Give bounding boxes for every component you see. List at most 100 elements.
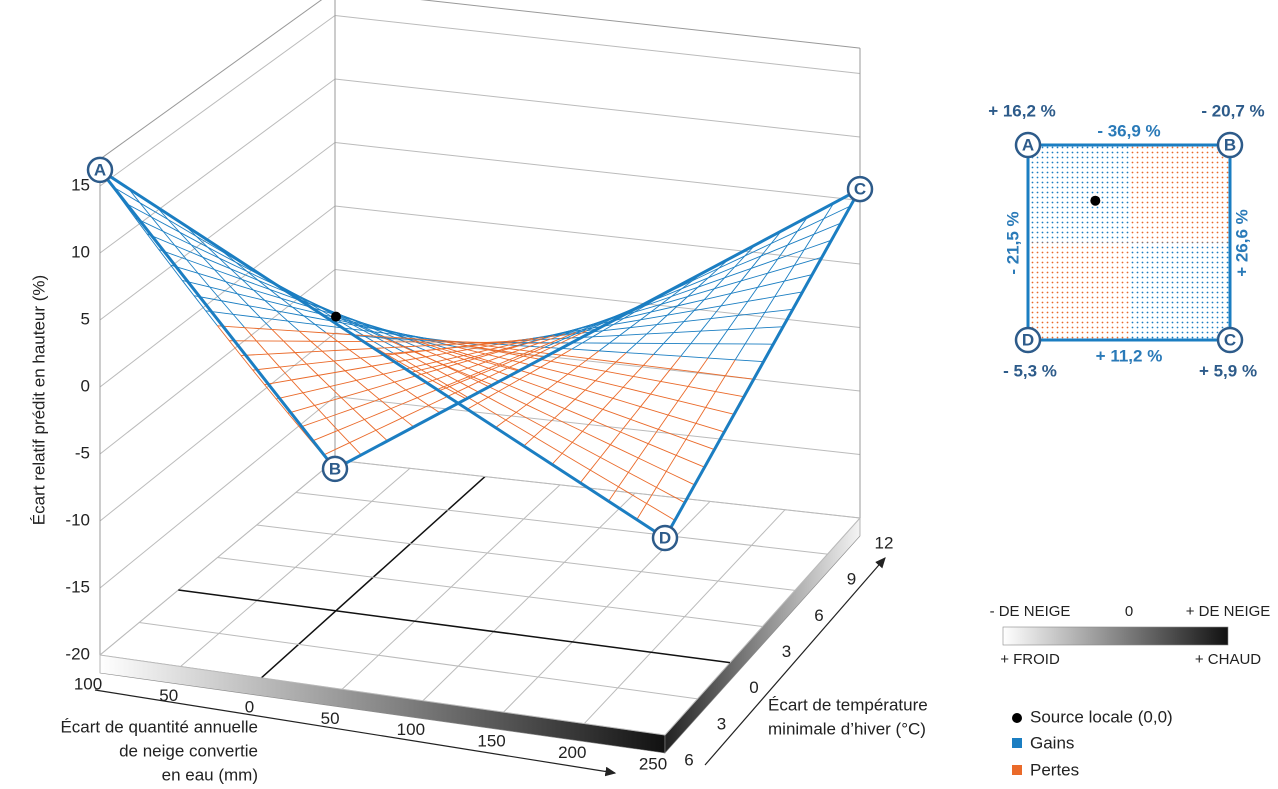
surface-mesh bbox=[730, 280, 742, 294]
surface-mesh bbox=[687, 288, 715, 297]
surface-mesh bbox=[367, 381, 395, 391]
surface-mesh bbox=[375, 336, 387, 339]
surface-mesh bbox=[657, 414, 669, 430]
surface-mesh bbox=[428, 392, 456, 406]
surface-mesh bbox=[592, 330, 604, 338]
surface-mesh bbox=[209, 286, 238, 295]
surface-mesh bbox=[302, 297, 315, 305]
surface-mesh bbox=[705, 406, 734, 415]
x-tick-label: 150 bbox=[477, 732, 505, 751]
surface-mesh bbox=[447, 358, 475, 367]
edge-value-label: - 21,5 % bbox=[1003, 211, 1022, 274]
surface-mesh bbox=[549, 331, 577, 344]
surface-mesh bbox=[501, 342, 528, 352]
wall-edge bbox=[99, 0, 323, 160]
surface-mesh bbox=[481, 368, 492, 375]
surface-mesh bbox=[677, 386, 689, 401]
surface-mesh bbox=[650, 305, 678, 313]
y-tick-label: 12 bbox=[875, 533, 894, 552]
surface-mesh bbox=[291, 291, 304, 299]
surface-mesh bbox=[302, 386, 330, 394]
surface-mesh bbox=[544, 342, 556, 348]
surface-mesh bbox=[479, 344, 507, 349]
surface-mesh bbox=[170, 264, 183, 281]
x-tick-label: 250 bbox=[639, 754, 667, 773]
grid-line bbox=[99, 142, 336, 321]
surface-mesh bbox=[588, 350, 600, 359]
surface-mesh bbox=[564, 399, 576, 410]
surface-mesh bbox=[557, 373, 569, 383]
surface-mesh bbox=[714, 280, 742, 290]
surface-mesh bbox=[554, 408, 566, 419]
surface-mesh bbox=[213, 269, 227, 283]
surface-mesh bbox=[375, 429, 388, 442]
surface-mesh bbox=[538, 333, 566, 344]
surface-mesh bbox=[515, 404, 527, 413]
grid-line bbox=[139, 622, 698, 700]
surface-mesh bbox=[260, 317, 288, 322]
surface-mesh bbox=[646, 487, 657, 504]
x-axis-label: en eau (mm) bbox=[162, 765, 258, 784]
surface-mesh bbox=[687, 286, 699, 297]
surface-mesh bbox=[369, 330, 382, 337]
surface-mesh bbox=[670, 368, 699, 373]
grid-line bbox=[334, 15, 861, 74]
surface-mesh bbox=[695, 407, 707, 424]
surface-mesh bbox=[592, 334, 620, 338]
edge-value-label: - 36,9 % bbox=[1097, 121, 1160, 140]
surface-mesh bbox=[237, 293, 250, 307]
x-axis-label: Écart de quantité annuelle bbox=[60, 717, 258, 736]
surface-mesh bbox=[162, 231, 176, 246]
surface-mesh bbox=[673, 321, 685, 333]
surface-mesh bbox=[387, 354, 399, 362]
surface-mesh bbox=[340, 397, 354, 409]
surface-mesh bbox=[417, 386, 444, 399]
surface-mesh bbox=[710, 305, 722, 319]
surface-mesh bbox=[508, 378, 520, 386]
corner-value-label: + 16,2 % bbox=[988, 101, 1056, 120]
surface-mesh bbox=[477, 396, 489, 404]
surface-mesh bbox=[619, 333, 647, 336]
surface-mesh bbox=[449, 381, 461, 387]
surface-mesh bbox=[260, 317, 273, 330]
corner-marker bbox=[846, 175, 874, 203]
surface-mesh bbox=[225, 281, 254, 291]
surface-mesh bbox=[474, 358, 486, 363]
surface-mesh bbox=[139, 202, 169, 220]
inset-corner-marker bbox=[1216, 326, 1244, 354]
surface-mesh bbox=[638, 457, 667, 472]
surface-mesh bbox=[258, 280, 271, 290]
surface-mesh bbox=[519, 378, 548, 390]
surface-mesh bbox=[637, 443, 649, 459]
surface-mesh bbox=[291, 379, 304, 394]
surface-mesh bbox=[507, 355, 535, 369]
surface-mesh bbox=[502, 364, 531, 374]
surface-mesh bbox=[603, 327, 631, 332]
z-tick-label: -5 bbox=[75, 443, 90, 462]
surface-mesh bbox=[647, 429, 659, 444]
surface-mesh bbox=[287, 320, 300, 332]
surface-mesh bbox=[408, 338, 420, 341]
surface-mesh bbox=[375, 417, 403, 431]
surface-mesh bbox=[276, 310, 304, 317]
surface-mesh bbox=[436, 355, 464, 363]
surface-mesh bbox=[665, 455, 677, 472]
surface-mesh bbox=[777, 244, 788, 260]
surface-mesh bbox=[294, 352, 307, 365]
surface-mesh bbox=[735, 359, 763, 363]
surface-mesh bbox=[740, 268, 752, 282]
surface-mesh bbox=[640, 393, 651, 407]
surface-mesh bbox=[646, 503, 675, 521]
surface-mesh bbox=[683, 318, 711, 323]
surface-mesh bbox=[364, 408, 392, 420]
surface-mesh bbox=[414, 348, 442, 353]
surface-mesh bbox=[419, 339, 448, 349]
surface-mesh bbox=[581, 336, 593, 344]
surface-mesh bbox=[589, 457, 601, 471]
floor-side bbox=[664, 517, 861, 754]
surface-mesh bbox=[457, 342, 485, 345]
surface-mesh bbox=[264, 384, 277, 400]
surface-mesh bbox=[554, 327, 582, 336]
surface-mesh bbox=[523, 351, 535, 357]
y-axis-label: minimale d’hiver (°C) bbox=[768, 719, 926, 738]
